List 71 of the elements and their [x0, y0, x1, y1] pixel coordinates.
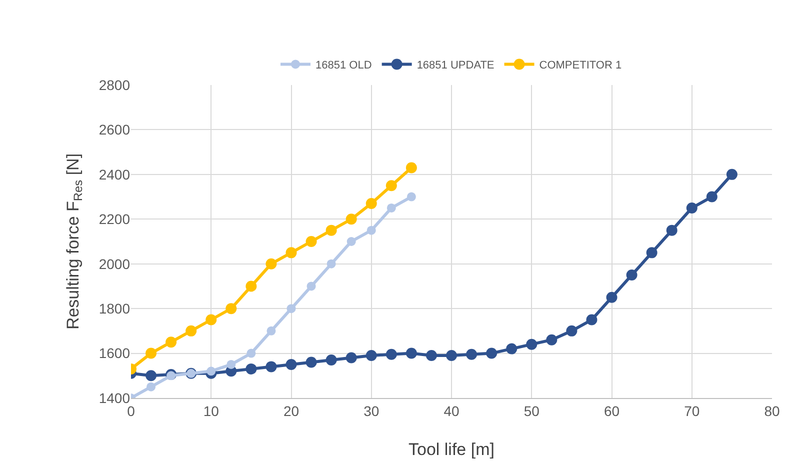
point — [266, 361, 277, 372]
point — [266, 326, 276, 336]
point — [146, 348, 157, 359]
point — [286, 358, 297, 370]
x-axis-title: Tool life [m] — [408, 440, 494, 460]
x-tick-label: 50 — [524, 402, 540, 419]
y-tick-label: 1600 — [98, 345, 130, 362]
point — [426, 350, 437, 362]
x-tick-label: 60 — [604, 402, 620, 419]
point — [306, 282, 316, 291]
point — [526, 338, 538, 350]
y-tick-label: 2000 — [98, 256, 130, 272]
y-tick-label: 2200 — [98, 211, 130, 228]
x-tick-label: 30 — [364, 402, 380, 419]
legend-label: 16851 UPDATE — [416, 60, 494, 72]
point — [586, 314, 598, 326]
point — [566, 325, 578, 336]
legend-label: 16851 OLD — [316, 60, 372, 72]
y-tick-label: 2800 — [98, 76, 130, 93]
point — [726, 168, 738, 180]
legend-label: COMPETITOR 1 — [539, 60, 622, 72]
point — [146, 370, 157, 382]
point — [366, 198, 377, 209]
point — [146, 382, 156, 392]
point — [466, 348, 478, 360]
point — [306, 236, 317, 247]
point — [226, 360, 236, 369]
y-tick-label: 1800 — [98, 300, 130, 316]
point — [406, 162, 417, 174]
point — [606, 292, 618, 303]
point — [346, 352, 357, 364]
point — [206, 366, 216, 376]
point — [506, 343, 518, 354]
point — [406, 348, 417, 359]
x-tick-label: 10 — [203, 402, 220, 419]
point — [666, 224, 678, 236]
point — [246, 348, 256, 358]
point — [386, 180, 397, 192]
point — [286, 304, 296, 314]
point — [326, 259, 336, 268]
point — [346, 237, 356, 246]
point — [286, 247, 297, 258]
point — [266, 258, 277, 270]
point — [386, 203, 396, 212]
point — [186, 325, 197, 336]
point — [346, 214, 357, 225]
point — [486, 348, 498, 359]
point — [646, 247, 658, 258]
point — [226, 303, 237, 314]
point — [386, 348, 397, 360]
point — [446, 350, 457, 362]
point — [306, 356, 317, 368]
point — [326, 224, 337, 236]
x-tick-label: 20 — [283, 402, 300, 419]
point — [326, 354, 337, 366]
point — [406, 192, 416, 202]
y-tick-label: 2400 — [98, 166, 130, 182]
point — [706, 191, 718, 202]
y-tick-label: 2600 — [98, 122, 130, 138]
point — [206, 314, 217, 326]
point — [366, 350, 377, 362]
point — [686, 202, 698, 214]
x-tick-label: 70 — [684, 402, 700, 419]
point — [166, 336, 177, 348]
point — [246, 363, 257, 374]
x-tick-label: 80 — [764, 402, 780, 419]
x-tick-label: 40 — [444, 402, 460, 419]
point — [626, 270, 638, 281]
point — [246, 280, 257, 292]
point — [366, 226, 376, 235]
point — [546, 334, 558, 346]
